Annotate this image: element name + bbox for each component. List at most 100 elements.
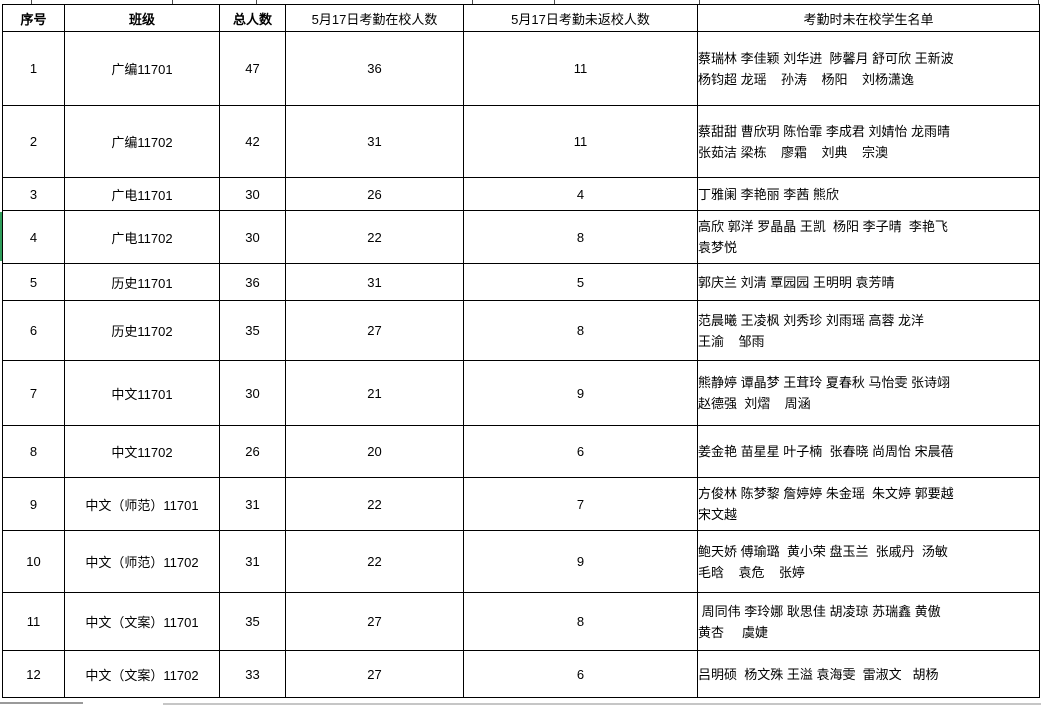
attendance-table: 序号 班级 总人数 5月17日考勤在校人数 5月17日考勤未返校人数 考勤时未在… <box>2 4 1040 698</box>
row-number-cell[interactable]: 2 <box>2 105 65 178</box>
class-name-cell[interactable]: 广编11701 <box>64 31 220 106</box>
header-cell-absent-names[interactable]: 考勤时未在校学生名单 <box>697 4 1040 32</box>
class-name-cell[interactable]: 中文11702 <box>64 425 220 478</box>
row-number-cell[interactable]: 4 <box>2 210 65 264</box>
total-count-cell[interactable]: 31 <box>219 530 286 593</box>
present-count-cell[interactable]: 27 <box>285 592 464 651</box>
table-row: 8 中文11702 26 20 6 姜金艳 苗星星 叶子楠 张春晓 尚周怡 宋晨蓓 <box>2 425 1040 478</box>
row-number-cell[interactable]: 10 <box>2 530 65 593</box>
not-returned-count-cell[interactable]: 6 <box>463 425 698 478</box>
absent-students-cell[interactable]: 熊静婷 谭晶梦 王茸玲 夏春秋 马怡雯 张诗翊 赵德强 刘熠 周涵 <box>697 360 1040 426</box>
class-name-cell[interactable]: 历史11702 <box>64 300 220 361</box>
total-count-cell[interactable]: 30 <box>219 210 286 264</box>
table-row: 4 广电11702 30 22 8 高欣 郭洋 罗晶晶 王凯 杨阳 李子晴 李艳飞 袁梦悦 <box>2 210 1040 264</box>
class-name-cell[interactable]: 中文11701 <box>64 360 220 426</box>
row-number-cell[interactable]: 12 <box>2 650 65 698</box>
header-cell-present[interactable]: 5月17日考勤在校人数 <box>285 4 464 32</box>
not-returned-count-cell[interactable]: 8 <box>463 210 698 264</box>
not-returned-count-cell[interactable]: 9 <box>463 360 698 426</box>
table-row: 9 中文（师范）11701 31 22 7 方俊林 陈梦黎 詹婷婷 朱金瑶 朱文婷 郭要越… <box>2 477 1040 531</box>
present-count-cell[interactable]: 27 <box>285 650 464 698</box>
row-number-cell[interactable]: 3 <box>2 177 65 211</box>
absent-students-cell[interactable]: 吕明硕 杨文殊 王溢 袁海雯 雷淑文 胡杨 <box>697 650 1040 698</box>
clipped-gridline-right <box>163 703 1041 705</box>
class-name-cell[interactable]: 中文（师范）11702 <box>64 530 220 593</box>
absent-students-cell[interactable]: 范晨曦 王凌枫 刘秀珍 刘雨瑶 高蓉 龙洋 王渝 邹雨 <box>697 300 1040 361</box>
table-row: 1 广编11701 47 36 11 蔡瑞林 李佳颖 刘华进 陟馨月 舒可欣 王新波 杨钧… <box>2 31 1040 106</box>
not-returned-count-cell[interactable]: 5 <box>463 263 698 301</box>
total-count-cell[interactable]: 26 <box>219 425 286 478</box>
present-count-cell[interactable]: 22 <box>285 477 464 531</box>
table-row: 6 历史11702 35 27 8 范晨曦 王凌枫 刘秀珍 刘雨瑶 高蓉 龙洋 王渝 邹雨 <box>2 300 1040 361</box>
header-cell-total[interactable]: 总人数 <box>219 4 286 32</box>
absent-students-cell[interactable]: 丁雅阑 李艳丽 李茜 熊欣 <box>697 177 1040 211</box>
not-returned-count-cell[interactable]: 8 <box>463 300 698 361</box>
row-number-cell[interactable]: 9 <box>2 477 65 531</box>
total-count-cell[interactable]: 35 <box>219 592 286 651</box>
class-name-cell[interactable]: 广电11701 <box>64 177 220 211</box>
total-count-cell[interactable]: 31 <box>219 477 286 531</box>
absent-students-cell[interactable]: 周同伟 李玲娜 耿思佳 胡凌琼 苏瑞鑫 黄傲 黄杏 虞婕 <box>697 592 1040 651</box>
present-count-cell[interactable]: 21 <box>285 360 464 426</box>
class-name-cell[interactable]: 中文（文案）11702 <box>64 650 220 698</box>
not-returned-count-cell[interactable]: 8 <box>463 592 698 651</box>
table-row: 10 中文（师范）11702 31 22 9 鲍天娇 傅瑜璐 黄小荣 盘玉兰 张戚丹 汤敏… <box>2 530 1040 593</box>
absent-students-cell[interactable]: 方俊林 陈梦黎 詹婷婷 朱金瑶 朱文婷 郭要越 宋文越 <box>697 477 1040 531</box>
clipped-cell-border <box>31 0 32 4</box>
absent-students-cell[interactable]: 姜金艳 苗星星 叶子楠 张春晓 尚周怡 宋晨蓓 <box>697 425 1040 478</box>
total-count-cell[interactable]: 47 <box>219 31 286 106</box>
clipped-cell-border <box>1038 0 1039 4</box>
class-name-cell[interactable]: 广电11702 <box>64 210 220 264</box>
present-count-cell[interactable]: 31 <box>285 263 464 301</box>
not-returned-count-cell[interactable]: 7 <box>463 477 698 531</box>
class-name-cell[interactable]: 中文（师范）11701 <box>64 477 220 531</box>
total-count-cell[interactable]: 36 <box>219 263 286 301</box>
present-count-cell[interactable]: 20 <box>285 425 464 478</box>
class-name-cell[interactable]: 历史11701 <box>64 263 220 301</box>
clipped-cell-border <box>256 0 257 4</box>
absent-students-cell[interactable]: 蔡瑞林 李佳颖 刘华进 陟馨月 舒可欣 王新波 杨钧超 龙瑶 孙涛 杨阳 刘杨潇… <box>697 31 1040 106</box>
present-count-cell[interactable]: 27 <box>285 300 464 361</box>
present-count-cell[interactable]: 22 <box>285 210 464 264</box>
row-number-cell[interactable]: 7 <box>2 360 65 426</box>
total-count-cell[interactable]: 35 <box>219 300 286 361</box>
clipped-cell-border <box>172 0 173 4</box>
clipped-cell-border <box>554 0 555 4</box>
header-cell-not-returned[interactable]: 5月17日考勤未返校人数 <box>463 4 698 32</box>
not-returned-count-cell[interactable]: 4 <box>463 177 698 211</box>
class-name-cell[interactable]: 广编11702 <box>64 105 220 178</box>
present-count-cell[interactable]: 31 <box>285 105 464 178</box>
total-count-cell[interactable]: 30 <box>219 177 286 211</box>
row-number-cell[interactable]: 1 <box>2 31 65 106</box>
table-row: 3 广电11701 30 26 4 丁雅阑 李艳丽 李茜 熊欣 <box>2 177 1040 211</box>
not-returned-count-cell[interactable]: 11 <box>463 31 698 106</box>
row-number-cell[interactable]: 6 <box>2 300 65 361</box>
header-cell-class[interactable]: 班级 <box>64 4 220 32</box>
header-cell-no[interactable]: 序号 <box>2 4 65 32</box>
total-count-cell[interactable]: 30 <box>219 360 286 426</box>
table-row: 2 广编11702 42 31 11 蔡甜甜 曹欣玥 陈怡霏 李成君 刘婧怡 龙雨晴 张茹… <box>2 105 1040 178</box>
absent-students-cell[interactable]: 高欣 郭洋 罗晶晶 王凯 杨阳 李子晴 李艳飞 袁梦悦 <box>697 210 1040 264</box>
clipped-cell-border <box>699 0 700 4</box>
not-returned-count-cell[interactable]: 11 <box>463 105 698 178</box>
clipped-cell-border <box>472 0 473 4</box>
class-name-cell[interactable]: 中文（文案）11701 <box>64 592 220 651</box>
not-returned-count-cell[interactable]: 6 <box>463 650 698 698</box>
row-number-cell[interactable]: 5 <box>2 263 65 301</box>
present-count-cell[interactable]: 22 <box>285 530 464 593</box>
not-returned-count-cell[interactable]: 9 <box>463 530 698 593</box>
clipped-gridline-left <box>0 702 83 704</box>
selection-indicator <box>0 212 2 261</box>
present-count-cell[interactable]: 26 <box>285 177 464 211</box>
total-count-cell[interactable]: 42 <box>219 105 286 178</box>
absent-students-cell[interactable]: 蔡甜甜 曹欣玥 陈怡霏 李成君 刘婧怡 龙雨晴 张茹洁 梁栋 廖霜 刘典 宗澳 <box>697 105 1040 178</box>
row-number-cell[interactable]: 8 <box>2 425 65 478</box>
row-number-cell[interactable]: 11 <box>2 592 65 651</box>
attendance-table-body: 1 广编11701 47 36 11 蔡瑞林 李佳颖 刘华进 陟馨月 舒可欣 王新波 杨钧… <box>2 31 1040 698</box>
total-count-cell[interactable]: 33 <box>219 650 286 698</box>
absent-students-cell[interactable]: 郭庆兰 刘清 覃园园 王明明 袁芳晴 <box>697 263 1040 301</box>
table-row: 5 历史11701 36 31 5 郭庆兰 刘清 覃园园 王明明 袁芳晴 <box>2 263 1040 301</box>
present-count-cell[interactable]: 36 <box>285 31 464 106</box>
absent-students-cell[interactable]: 鲍天娇 傅瑜璐 黄小荣 盘玉兰 张戚丹 汤敏 毛晗 袁危 张婷 <box>697 530 1040 593</box>
